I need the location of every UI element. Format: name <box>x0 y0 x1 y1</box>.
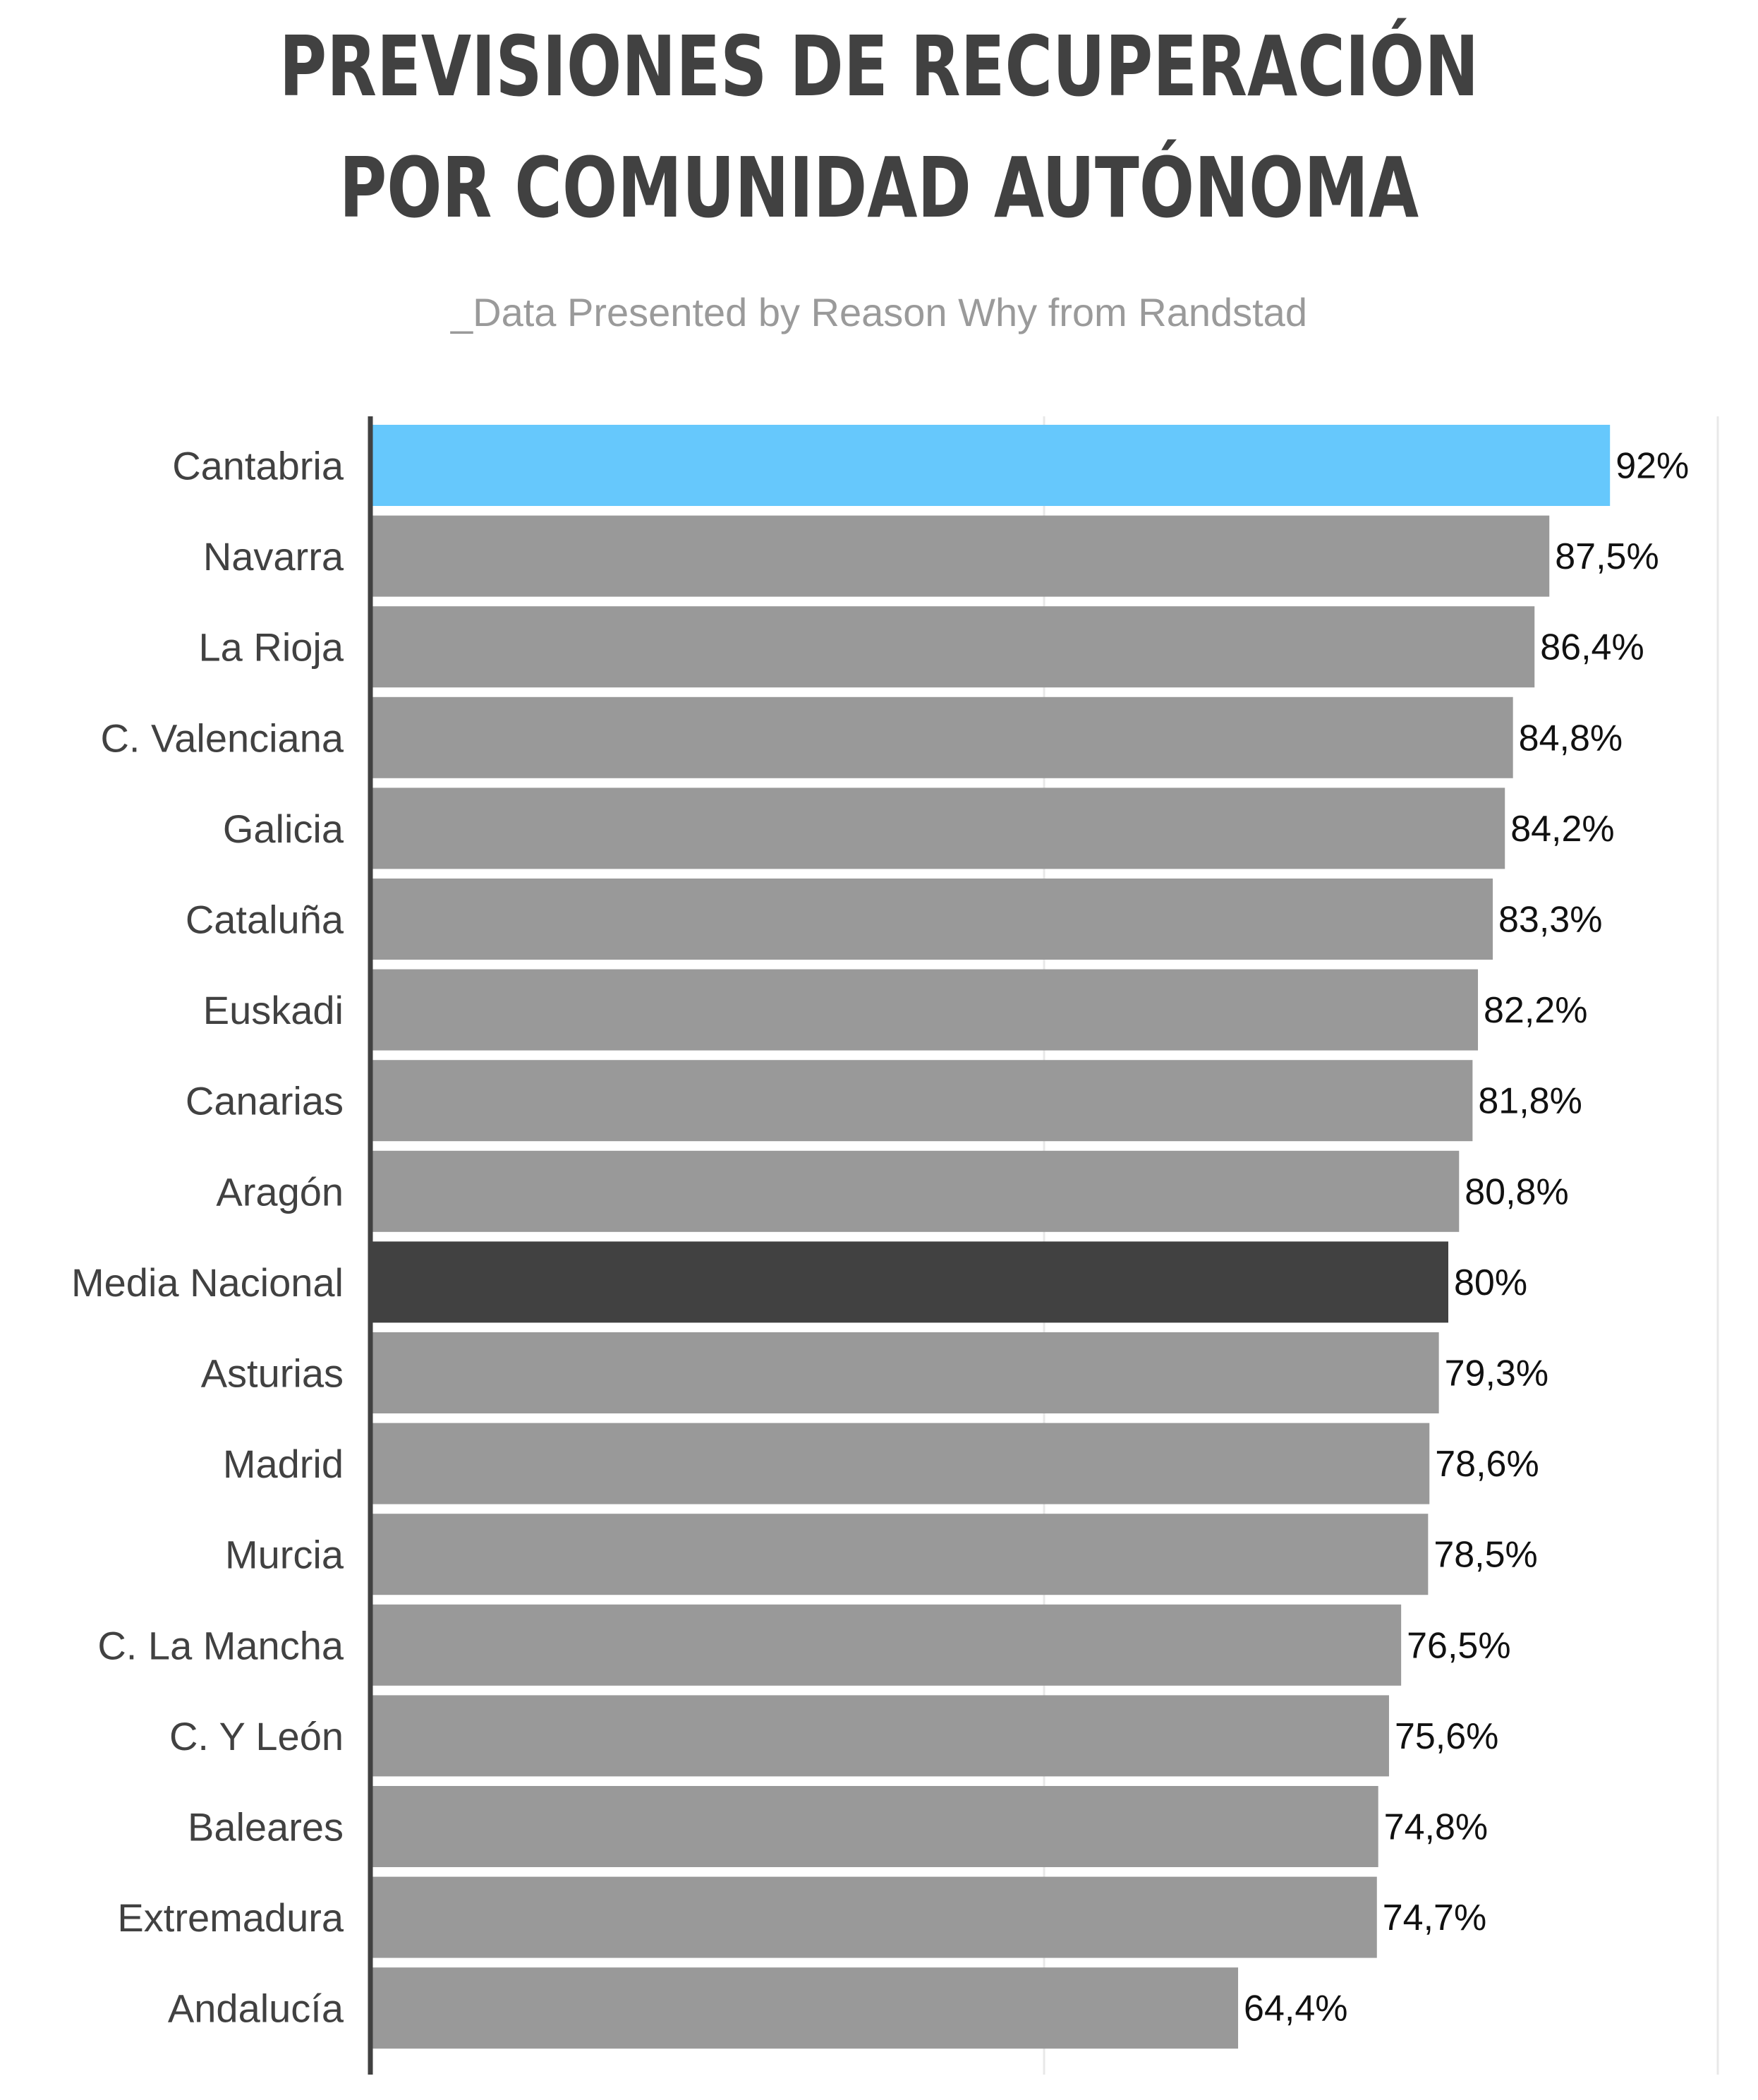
value-label: 84,8% <box>1519 718 1623 759</box>
bar-extremadura <box>370 1876 1377 1958</box>
bar-galicia <box>370 788 1505 869</box>
bar-arag-n <box>370 1150 1460 1232</box>
category-label: Galicia <box>223 807 344 851</box>
value-label: 78,6% <box>1435 1444 1539 1485</box>
value-label: 80,8% <box>1465 1171 1568 1212</box>
bar-andaluc-a <box>370 1967 1239 2049</box>
value-label: 80% <box>1454 1262 1527 1303</box>
bar-navarra <box>370 515 1550 597</box>
bar-la-rioja <box>370 606 1535 688</box>
category-label: Extremadura <box>117 1895 344 1940</box>
category-label: Murcia <box>225 1533 344 1577</box>
category-label: C. Y León <box>169 1714 344 1758</box>
category-label: Navarra <box>203 534 344 579</box>
category-label: Cataluña <box>186 898 344 942</box>
chart-subtitle: _Data Presented by Reason Why from Rands… <box>451 290 1307 334</box>
value-label: 92% <box>1615 446 1689 487</box>
bar-c-la-mancha <box>370 1604 1402 1686</box>
value-label: 75,6% <box>1395 1716 1498 1757</box>
value-label: 87,5% <box>1555 536 1659 577</box>
value-label: 64,4% <box>1244 1989 1347 2029</box>
bar-c-valenciana <box>370 696 1513 778</box>
value-label: 76,5% <box>1407 1625 1510 1666</box>
category-label: Asturias <box>201 1351 344 1396</box>
value-label: 84,2% <box>1510 809 1614 850</box>
bar-baleares <box>370 1786 1378 1867</box>
value-label: 82,2% <box>1484 990 1587 1031</box>
category-label: Andalucía <box>168 1986 344 2031</box>
category-label: Canarias <box>186 1079 344 1123</box>
bar-media-nacional <box>370 1241 1448 1323</box>
bar-catalu-a <box>370 879 1493 960</box>
bar-c-y-le-n <box>370 1695 1389 1777</box>
category-label: Cantabria <box>172 444 344 488</box>
chart-title: PREVISIONES DE RECUPERACIÓN POR COMUNIDA… <box>279 18 1479 236</box>
value-label: 86,4% <box>1540 627 1644 668</box>
value-label: 74,7% <box>1383 1897 1486 1938</box>
value-label: 83,3% <box>1498 900 1602 941</box>
value-label: 81,8% <box>1478 1081 1582 1122</box>
bar-canarias <box>370 1060 1473 1142</box>
value-label: 79,3% <box>1445 1353 1548 1394</box>
bar-murcia <box>370 1514 1429 1595</box>
bar-cantabria <box>370 425 1611 506</box>
category-label: Euskadi <box>203 988 344 1032</box>
category-label: C. La Mancha <box>97 1623 344 1667</box>
category-label: La Rioja <box>199 625 344 670</box>
category-label: Madrid <box>223 1442 344 1486</box>
value-label: 74,8% <box>1384 1807 1488 1848</box>
value-label: 78,5% <box>1433 1535 1537 1576</box>
bar-asturias <box>370 1332 1439 1413</box>
category-label: C. Valenciana <box>100 716 344 760</box>
bar-madrid <box>370 1423 1430 1504</box>
category-label: Baleares <box>188 1805 344 1849</box>
category-label: Aragón <box>216 1169 344 1214</box>
category-label: Media Nacional <box>71 1260 344 1305</box>
bar-euskadi <box>370 969 1479 1051</box>
